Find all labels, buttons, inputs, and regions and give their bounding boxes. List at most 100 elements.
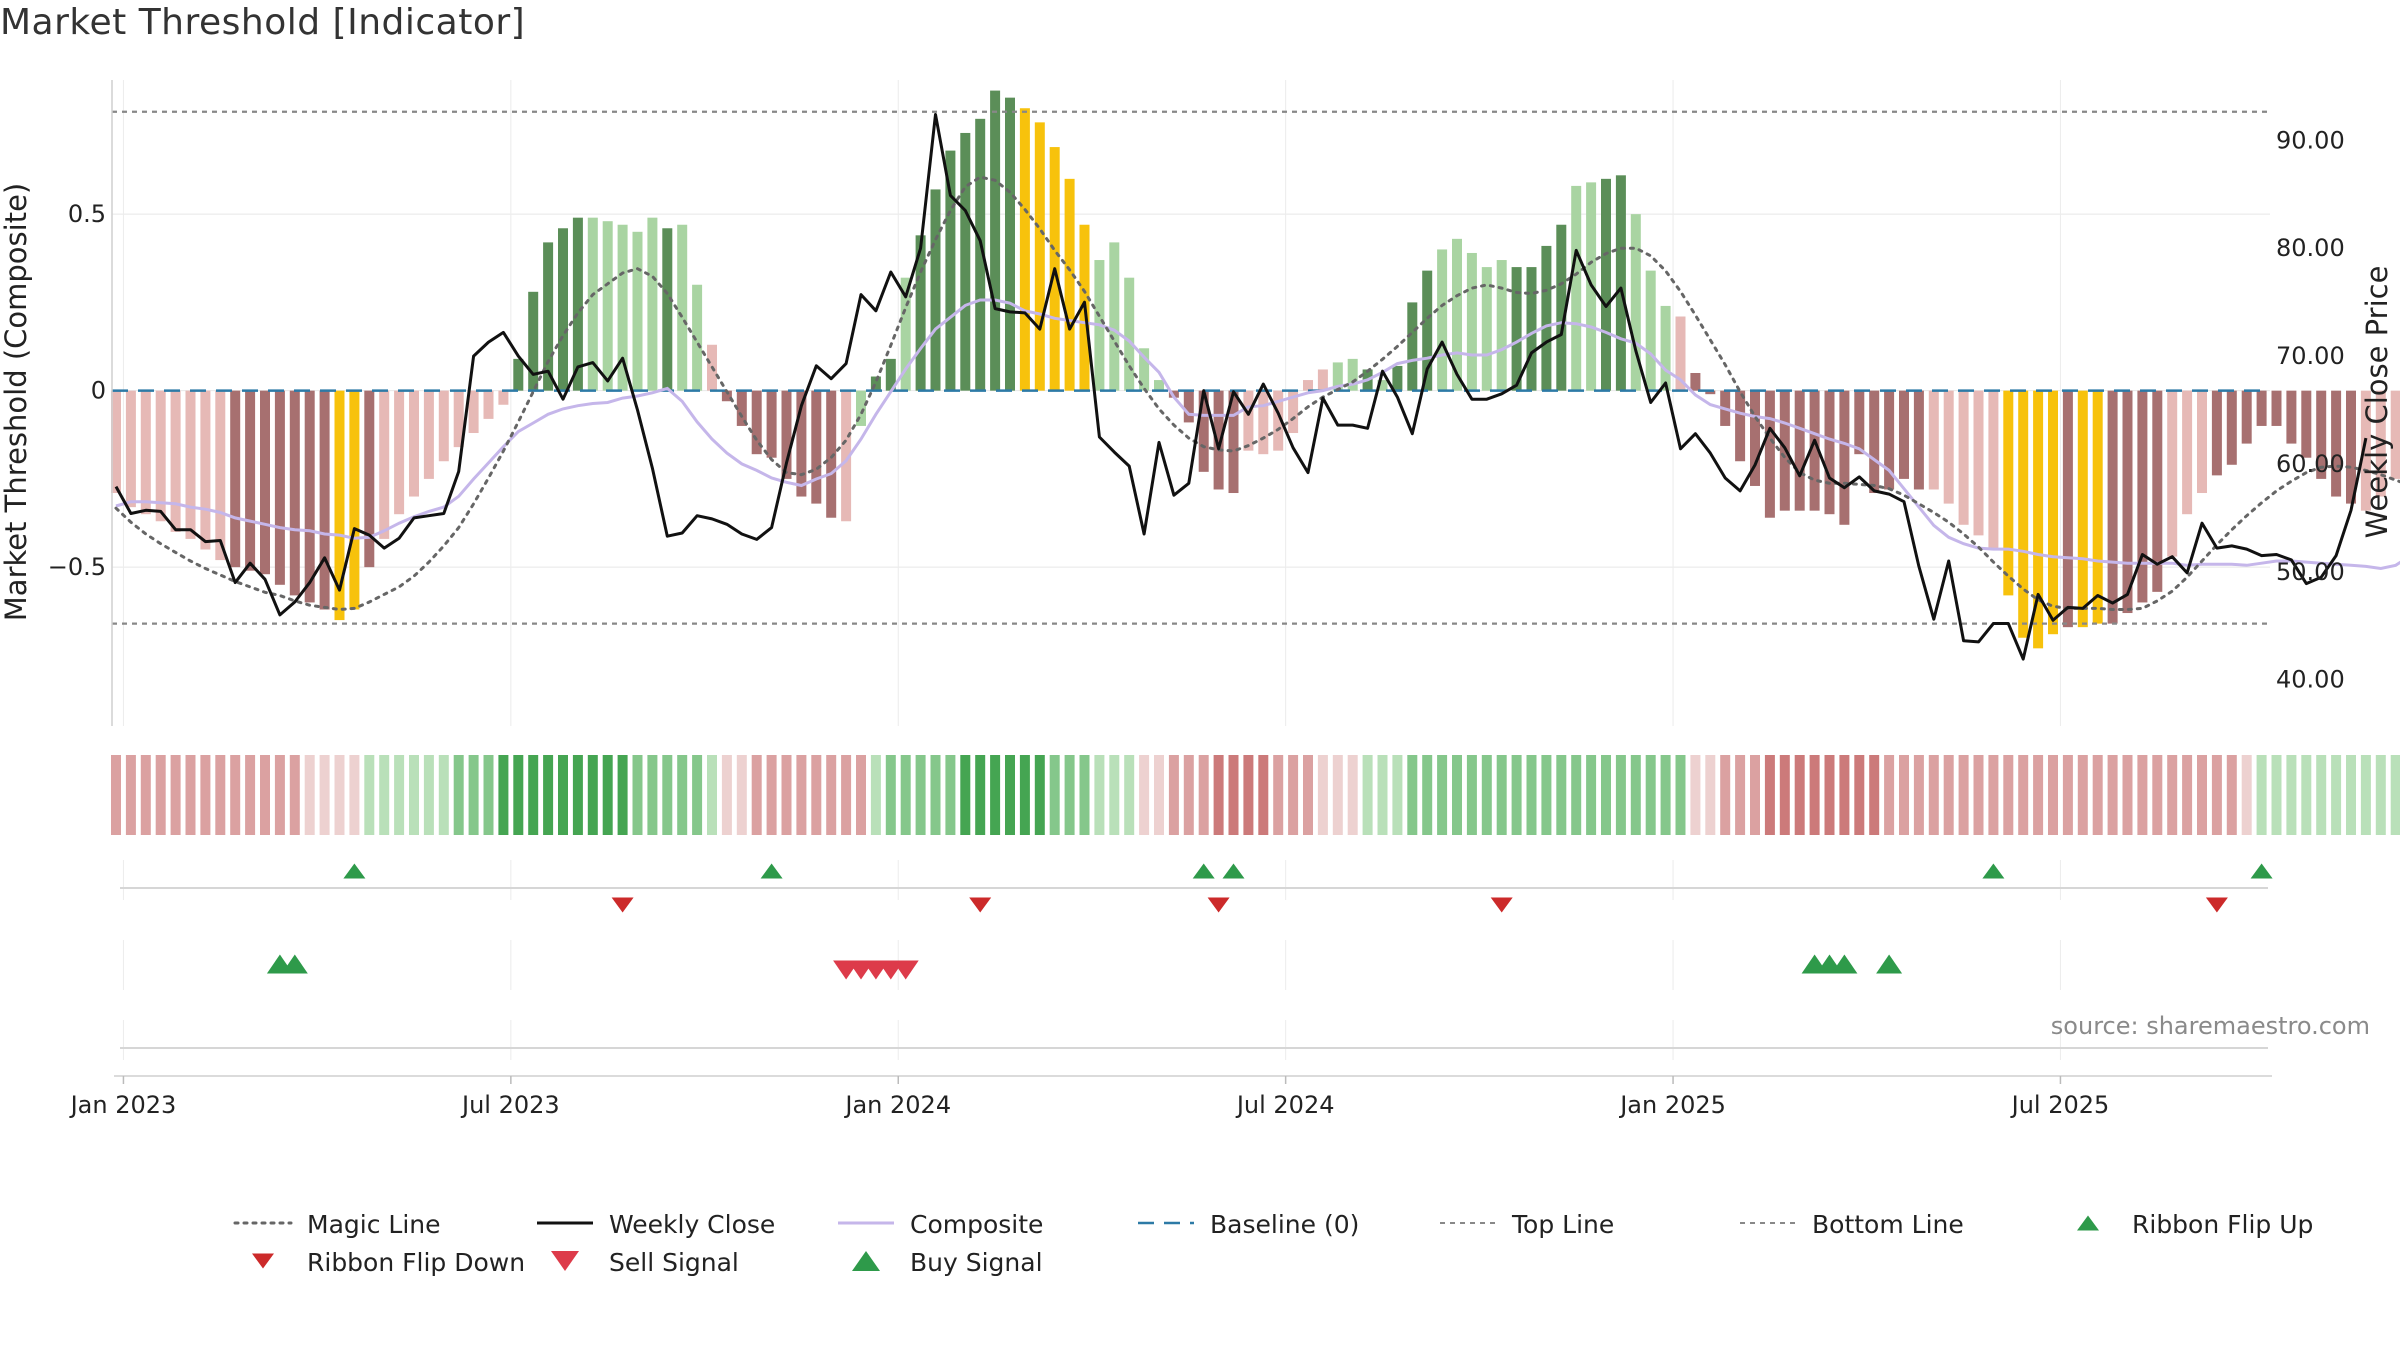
ribbon-cell bbox=[692, 755, 703, 835]
ribbon-cell bbox=[1735, 755, 1746, 835]
composite-bar bbox=[1809, 390, 1820, 511]
composite-bar bbox=[1303, 380, 1313, 391]
ribbon-cell bbox=[2256, 755, 2267, 835]
x-tick-label: Jul 2023 bbox=[460, 1091, 560, 1119]
ribbon-cell bbox=[766, 755, 777, 835]
composite-bar bbox=[1034, 122, 1045, 391]
composite-bar bbox=[975, 118, 986, 391]
composite-bar bbox=[289, 390, 300, 596]
ribbon-cell bbox=[245, 755, 256, 835]
composite-bar bbox=[900, 277, 911, 391]
ribbon-flip-down-marker bbox=[611, 897, 634, 913]
ribbon-cell bbox=[841, 755, 852, 835]
composite-bar bbox=[1124, 277, 1135, 391]
ribbon-flip-up-marker bbox=[343, 863, 366, 879]
composite-bar bbox=[2256, 390, 2267, 426]
ribbon-cell bbox=[1675, 755, 1686, 835]
ribbon-cell bbox=[1869, 755, 1880, 835]
ribbon-flip-down-marker bbox=[1207, 897, 1230, 913]
ribbon-cell bbox=[1228, 755, 1239, 835]
legend-symbol bbox=[252, 1253, 274, 1269]
ribbon-cell bbox=[990, 755, 1001, 835]
ribbon-cell bbox=[334, 755, 345, 835]
ribbon-cell bbox=[2167, 755, 2178, 835]
ribbon-cell bbox=[1839, 755, 1850, 835]
ribbon-cell bbox=[1079, 755, 1090, 835]
ribbon-cell bbox=[1779, 755, 1790, 835]
ribbon-cell bbox=[796, 755, 807, 835]
composite-bar bbox=[1452, 238, 1462, 391]
legend-symbol bbox=[551, 1251, 579, 1271]
ribbon-cell bbox=[2197, 755, 2207, 835]
ribbon-cell bbox=[1273, 755, 1284, 835]
ribbon-cell bbox=[2271, 755, 2282, 835]
composite-bar bbox=[945, 150, 956, 391]
ribbon-cell bbox=[1541, 755, 1552, 835]
ribbon-cell bbox=[960, 755, 971, 835]
composite-bar bbox=[990, 90, 1001, 391]
ribbon-cell bbox=[1139, 755, 1150, 835]
composite-bar bbox=[423, 390, 434, 479]
ribbon-cell bbox=[617, 755, 628, 835]
composite-bar bbox=[1288, 390, 1299, 434]
composite-bar bbox=[2182, 390, 2193, 515]
ribbon-flip-down-marker bbox=[1490, 897, 1513, 913]
legend-label: Ribbon Flip Up bbox=[2132, 1210, 2313, 1239]
composite-bar bbox=[2360, 390, 2371, 511]
ribbon-cell bbox=[200, 755, 211, 835]
ribbon-cell bbox=[1496, 755, 1507, 835]
legend-label: Weekly Close bbox=[609, 1210, 775, 1239]
ribbon-cell bbox=[2077, 755, 2088, 835]
source-note: source: sharemaestro.com bbox=[2050, 1012, 2370, 1040]
composite-bar bbox=[1958, 390, 1969, 525]
composite-bar bbox=[1496, 260, 1507, 391]
composite-bar bbox=[1407, 302, 1418, 391]
composite-bar bbox=[1705, 390, 1716, 395]
x-tick-label: Jul 2024 bbox=[1235, 1091, 1335, 1119]
composite-bar bbox=[1764, 390, 1775, 518]
y-right-axis-title: Weekly Close Price bbox=[2360, 266, 2394, 539]
page-title: Market Threshold [Indicator] bbox=[0, 2, 526, 43]
ribbon-cell bbox=[438, 755, 449, 835]
ribbon-cell bbox=[2331, 755, 2342, 835]
ribbon-cell bbox=[721, 755, 732, 835]
composite-bar bbox=[796, 390, 807, 497]
composite-bar bbox=[364, 390, 375, 568]
composite-bar bbox=[1541, 245, 1552, 391]
ribbon-cell bbox=[409, 755, 419, 835]
composite-bar bbox=[1273, 390, 1284, 451]
x-tick-label: Jan 2024 bbox=[843, 1091, 951, 1119]
ribbon-cell bbox=[900, 755, 911, 835]
ribbon-cell bbox=[736, 755, 747, 835]
composite-bar bbox=[125, 390, 136, 508]
legend-label: Bottom Line bbox=[1812, 1210, 1964, 1239]
ribbon-cell bbox=[1094, 755, 1105, 835]
ribbon-cell bbox=[647, 755, 658, 835]
ribbon-cell bbox=[781, 755, 792, 835]
legend-item: Magic Line bbox=[233, 1210, 441, 1239]
composite-bar bbox=[1675, 316, 1686, 391]
composite-bar bbox=[1005, 97, 1015, 391]
ribbon-cell bbox=[1958, 755, 1969, 835]
ribbon-cell bbox=[230, 755, 241, 835]
legend-label: Sell Signal bbox=[609, 1248, 739, 1277]
composite-bar bbox=[1526, 267, 1537, 391]
composite-bar bbox=[1243, 390, 1254, 451]
ribbon-cell bbox=[453, 755, 464, 835]
composite-bar bbox=[1615, 175, 1626, 391]
ribbon-cell bbox=[1258, 755, 1269, 835]
composite-bar bbox=[2137, 390, 2148, 603]
composite-bar bbox=[1645, 270, 1656, 391]
ribbon-cell bbox=[155, 755, 166, 835]
composite-bar bbox=[826, 390, 837, 518]
x-tick-label: Jan 2023 bbox=[69, 1091, 177, 1119]
ribbon-cell bbox=[1854, 755, 1865, 835]
composite-bar bbox=[2092, 390, 2103, 624]
composite-bar bbox=[1913, 390, 1924, 490]
ribbon-cell bbox=[1824, 755, 1835, 835]
buy-signal-marker bbox=[1831, 954, 1858, 974]
composite-bar bbox=[2226, 390, 2237, 465]
composite-bar bbox=[1317, 369, 1328, 391]
ribbon-cell bbox=[1586, 755, 1597, 835]
ribbon-cell bbox=[543, 755, 554, 835]
